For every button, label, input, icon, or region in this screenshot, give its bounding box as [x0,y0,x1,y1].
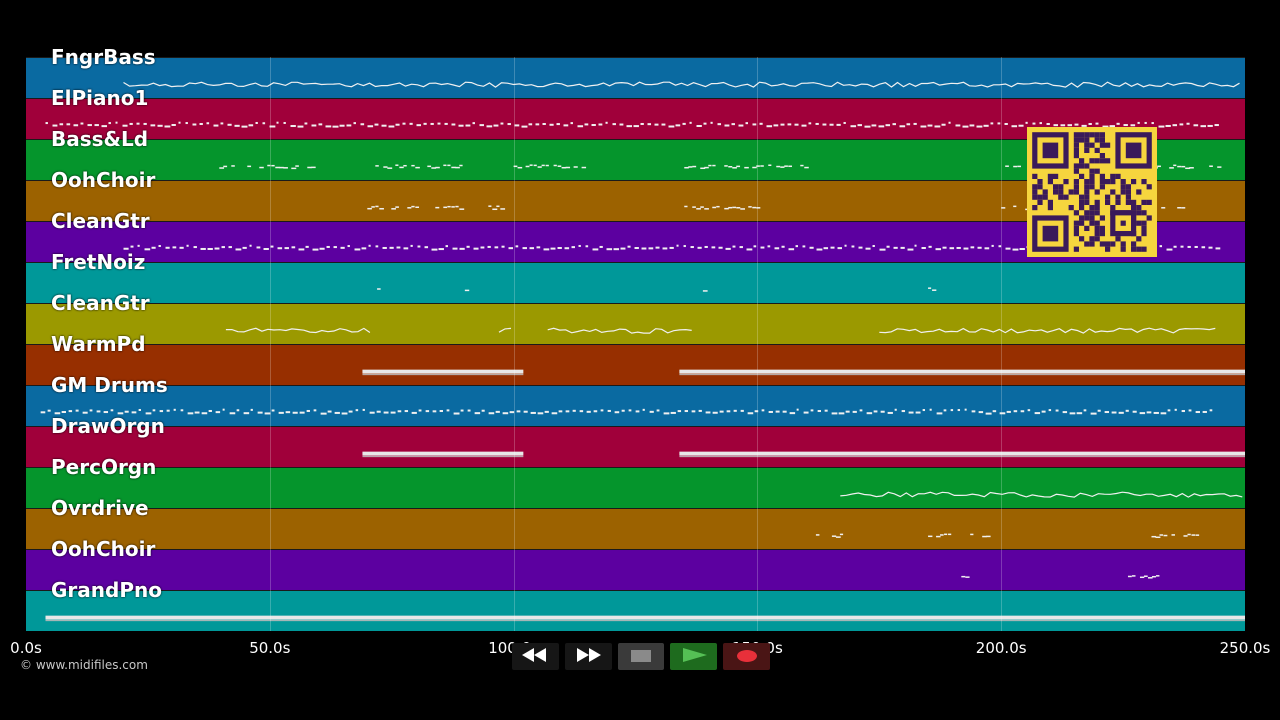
record-icon [736,647,758,666]
rewind-icon [522,647,548,666]
note-segment [1127,575,1160,579]
note-segment [928,533,952,538]
track-notes [123,81,1240,88]
track-notes [377,287,937,292]
track-notes [45,121,1219,128]
piano-roll [26,57,1245,631]
stop-icon [630,647,651,666]
track-notes [40,408,1213,415]
note-segment [684,205,761,210]
note-segment [488,205,506,211]
note-segment [679,451,1245,458]
fast-forward-icon [575,647,602,666]
qr-code-icon [1027,127,1157,257]
note-segment [961,575,970,578]
note-segment [123,81,1240,88]
note-segment [498,327,512,333]
track-notes [225,327,1216,334]
note-segment [702,290,708,292]
fast-forward-button[interactable] [564,643,612,670]
copyright-text: © www.midifiles.com [20,658,148,672]
note-segment [362,451,524,458]
time-tick-label: 50.0s [249,639,291,657]
rewind-button[interactable] [512,643,559,670]
note-segment [970,533,991,538]
track-lane [26,303,1245,344]
time-tick-label: 250.0s [1219,639,1271,657]
track-lane [26,508,1245,549]
track-notes [362,451,1245,458]
track-notes [840,491,1243,498]
note-segment [684,164,809,170]
note-segment [928,287,937,291]
note-segment [377,288,381,290]
grid-line [269,57,271,631]
track-lane [26,549,1245,590]
note-segment [219,164,316,170]
play-icon [681,647,707,666]
time-tick-label: 0.0s [10,639,42,657]
grid-line [757,57,759,631]
note-segment [840,491,1243,498]
track-notes [815,533,1200,539]
note-segment [375,164,463,169]
note-segment [879,327,1216,334]
track-lane [26,98,1245,139]
track-lane [26,262,1245,303]
note-segment [45,121,1219,128]
note-segment [225,327,371,334]
note-segment [815,533,844,538]
stop-button[interactable] [617,643,665,670]
note-segment [40,408,1213,415]
note-segment [464,289,470,292]
track-lane [26,467,1245,508]
track-lane [26,426,1245,467]
grid-line [1001,57,1003,631]
note-segment [45,615,1245,622]
track-lane [26,590,1245,631]
track-notes [961,575,1160,579]
note-segment [547,327,692,334]
note-segment [679,369,1245,376]
record-button[interactable] [723,643,770,670]
note-segment [513,164,587,169]
note-segment [1151,533,1200,539]
track-notes [45,615,1245,622]
track-lane [26,57,1245,98]
play-button[interactable] [670,643,718,670]
time-tick-label: 200.0s [975,639,1027,657]
grid-line [513,57,515,631]
note-segment [367,205,465,210]
track-lane [26,385,1245,426]
transport-controls [512,643,770,670]
note-segment [362,369,524,376]
track-notes [362,369,1245,376]
track-lane [26,344,1245,385]
